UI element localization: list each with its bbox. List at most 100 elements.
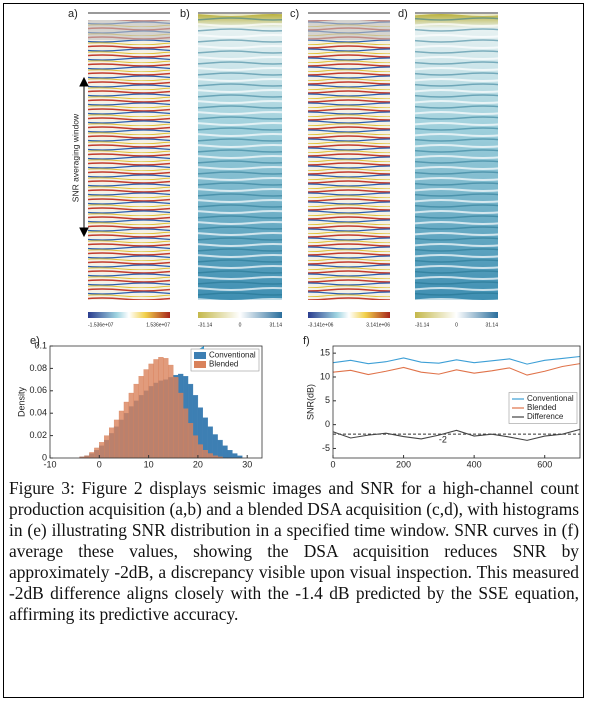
hist-bar <box>94 447 100 459</box>
hist-bar <box>227 450 233 459</box>
y-tick-label: -5 <box>322 443 330 453</box>
legend-box <box>190 348 260 372</box>
legend-swatch <box>194 352 206 359</box>
legend-label: Blended <box>209 360 238 369</box>
x-tick-label: 0 <box>97 459 102 469</box>
legend-label: Difference <box>527 412 564 421</box>
hist-bar <box>207 453 213 459</box>
y-tick-label: 15 <box>320 348 330 358</box>
axes-box <box>332 345 581 459</box>
y-tick-label: 0.04 <box>29 408 47 418</box>
x-tick-label: 200 <box>396 459 411 469</box>
hist-bar <box>202 450 208 459</box>
colorbar-label: 0 <box>239 322 242 328</box>
hist-bar <box>123 401 130 459</box>
legend-label: Blended <box>527 403 556 412</box>
colorbar-label: 31.14 <box>485 322 498 328</box>
panel-label: a) <box>68 8 78 20</box>
colorbar-label: 31.14 <box>269 322 282 328</box>
colorbar <box>88 312 170 318</box>
x-tick-label: -10 <box>43 459 56 469</box>
panel-label: c) <box>290 8 299 20</box>
hist-bar <box>153 359 159 459</box>
hist-bar <box>187 423 194 459</box>
figure: SNR averaging window a) -1.536e+07 1.536e+… <box>16 8 581 470</box>
hist-bar <box>163 358 169 459</box>
hist-bar <box>109 427 115 459</box>
hist-bar <box>99 442 105 459</box>
colorbar <box>415 312 498 318</box>
y-tick-label: 0.06 <box>29 385 47 395</box>
hist-bar <box>128 392 134 459</box>
x-tick-label: 600 <box>537 459 552 469</box>
y-tick-label: 0.02 <box>29 430 47 440</box>
colorbar-label: 0 <box>455 322 458 328</box>
hist-bar <box>232 453 238 459</box>
colorbar-label: -1.536e+07 <box>88 322 114 328</box>
line-series <box>332 428 581 441</box>
colorbar-label: -3.141e+06 <box>308 322 334 328</box>
x-axis-label: SNR (dB) <box>137 469 176 470</box>
legend-label: Conventional <box>527 394 574 403</box>
panel-label: f) <box>303 335 310 347</box>
panel-b-image <box>198 12 282 300</box>
window-label: SNR averaging window <box>70 113 80 202</box>
panel-d-image <box>415 12 498 300</box>
colorbar-label: 3.141e+06 <box>366 322 390 328</box>
hist-bar <box>182 408 189 459</box>
reference-label: -2 <box>439 435 447 445</box>
panel-label: e) <box>30 335 40 347</box>
hist-bar <box>197 444 203 459</box>
legend-swatch <box>194 361 206 368</box>
line-series <box>332 363 581 376</box>
hist-bar <box>143 369 149 459</box>
colorbar-label: -31.14 <box>198 322 212 328</box>
x-tick-label: 400 <box>467 459 482 469</box>
hist-bar <box>148 363 154 459</box>
hist-bar <box>217 439 223 459</box>
y-tick-label: 0 <box>42 452 47 462</box>
hist-bar <box>113 419 120 459</box>
hist-bar <box>173 377 179 459</box>
panel-label: b) <box>180 8 190 20</box>
window-arrow <box>79 76 89 238</box>
hist-bar <box>212 434 218 459</box>
x-tick-label: 30 <box>242 459 252 469</box>
hist-bar <box>207 426 213 459</box>
colorbar-label: -31.14 <box>415 322 429 328</box>
y-axis-label: SNR(dB) <box>305 384 315 420</box>
colorbar-label: 1.536e+07 <box>146 322 170 328</box>
hist-bar <box>178 392 184 459</box>
hist-bar <box>158 357 164 459</box>
legend-box <box>508 392 578 424</box>
x-tick-label: 20 <box>193 459 203 469</box>
y-tick-label: 5 <box>325 395 330 405</box>
hist-bar <box>168 364 174 459</box>
y-axis-label: Density <box>16 386 26 417</box>
panel-c-image <box>308 12 390 300</box>
panel-a-image <box>88 12 170 300</box>
legend-label: Conventional <box>209 351 256 360</box>
hist-bar <box>192 435 199 459</box>
x-axis-label: Trace number <box>429 469 485 470</box>
hist-bar <box>133 383 139 459</box>
caption: Figure 3: Figure 2 displays seismic imag… <box>9 478 579 624</box>
hist-bar <box>222 445 228 459</box>
hist-bar <box>138 376 144 459</box>
y-tick-label: 10 <box>320 371 330 381</box>
y-tick-label: 0.1 <box>34 340 47 350</box>
colorbar <box>308 312 390 318</box>
axes-box <box>49 345 263 459</box>
hist-bar <box>118 410 125 459</box>
x-tick-label: 0 <box>330 459 335 469</box>
x-tick-label: 10 <box>144 459 154 469</box>
figure-frame <box>3 3 584 698</box>
hist-bar <box>104 435 110 459</box>
y-tick-label: 0 <box>325 419 330 429</box>
panel-label: d) <box>398 8 408 20</box>
hist-bar <box>89 452 95 459</box>
y-tick-label: 0.08 <box>29 363 47 373</box>
line-series <box>332 355 581 365</box>
colorbar <box>198 312 282 318</box>
